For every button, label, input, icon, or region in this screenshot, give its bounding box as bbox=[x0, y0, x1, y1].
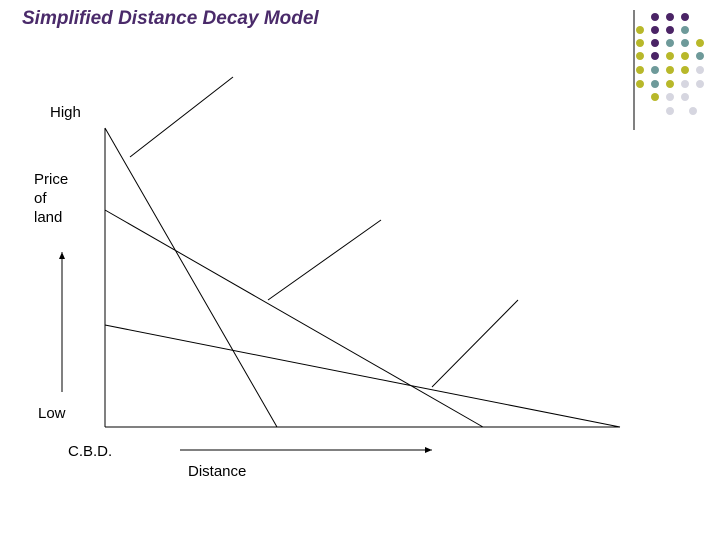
x-axis-label: Distance bbox=[188, 463, 246, 480]
y-axis-label: Price bbox=[34, 171, 68, 188]
diagram-lines bbox=[59, 76, 621, 453]
y-low-label: Low bbox=[38, 405, 66, 422]
dot-pattern bbox=[633, 10, 704, 130]
y-high-label: High bbox=[50, 104, 81, 121]
title: Simplified Distance Decay Model bbox=[22, 8, 319, 29]
y-axis-label: of bbox=[34, 190, 47, 207]
origin-label: C.B.D. bbox=[68, 443, 112, 460]
y-axis-label: land bbox=[34, 209, 62, 226]
